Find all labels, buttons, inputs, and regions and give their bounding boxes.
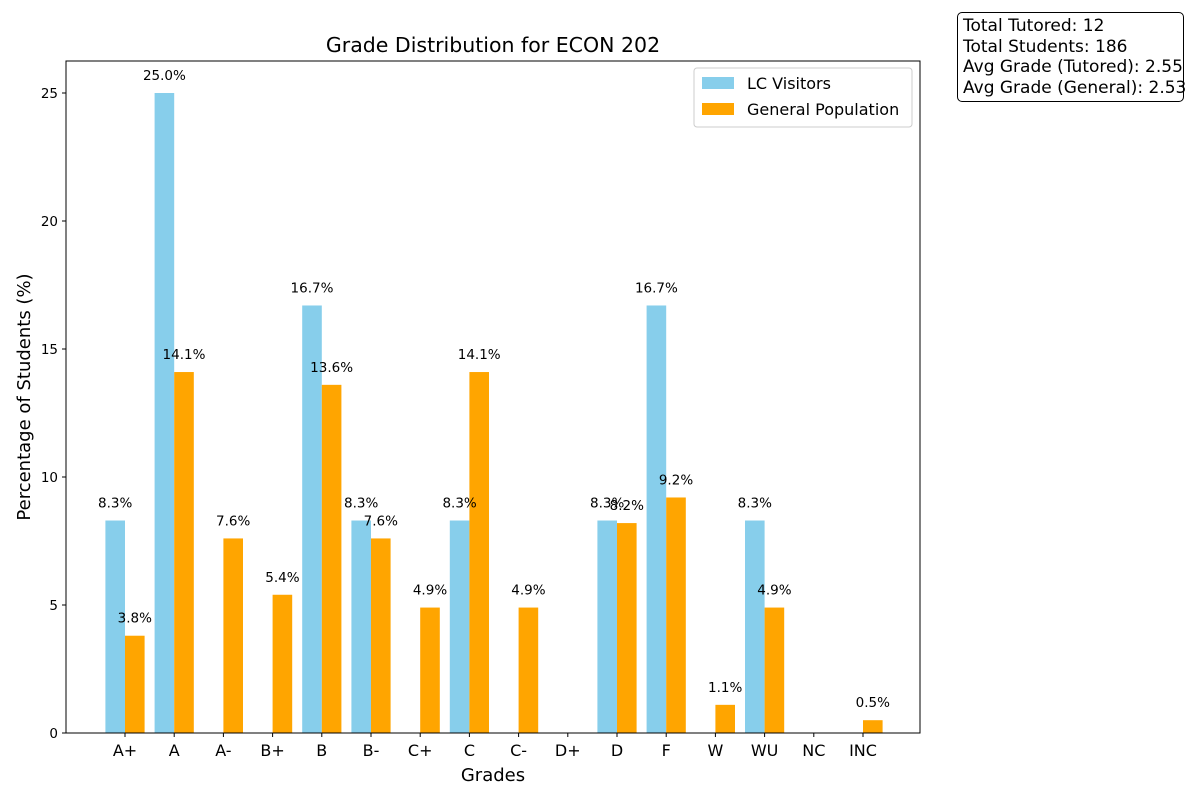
bar-lc-visitors [302,305,322,733]
x-tick-label: A+ [113,741,137,760]
y-tick-label: 0 [49,726,58,742]
bar-value-label: 16.7% [291,280,334,296]
legend-label: General Population [747,100,899,119]
x-tick-label: B+ [260,741,284,760]
x-tick-label: WU [751,741,779,760]
total-tutored-text: Total Tutored: 12 [963,16,1105,36]
legend-swatch-general-population [702,103,734,115]
legend-box [693,67,913,128]
x-tick-label: A [169,741,180,760]
bars-layer [105,93,883,733]
bar-value-label: 8.3% [98,496,132,512]
x-tick-label: C+ [408,741,433,760]
bar-value-label: 8.2% [610,498,644,514]
legend: LC Visitors General Population [693,67,913,128]
bar-general-population [321,384,342,733]
bar-value-label: 25.0% [143,68,186,84]
bar-general-population [272,594,293,733]
y-tick-label: 10 [41,470,58,486]
x-tick-label: B [316,741,327,760]
x-tick-label: A- [215,741,231,760]
bar-value-label: 3.8% [118,611,152,627]
bar-general-population [764,607,785,733]
bar-value-label: 8.3% [344,496,378,512]
bar-value-label: 9.2% [659,472,693,488]
axes-layer: 0 5 10 15 20 25 A+ A A- B+ B B- C+ C C- D+ D F W WU NC INC [41,60,921,760]
bar-lc-visitors [154,93,175,733]
bar-value-label: 13.6% [310,360,353,376]
bar-lc-visitors [646,305,667,733]
total-students-text: Total Students: 186 [963,36,1128,57]
bar-value-label: 16.7% [635,280,678,296]
bar-lc-visitors [745,520,765,733]
bar-general-population [371,538,391,733]
bar-value-label: 8.3% [590,496,624,512]
bar-value-label: 0.5% [856,695,890,711]
x-tick-label: NC [802,741,825,760]
bar-value-label: 5.4% [265,570,299,586]
x-axis-label: Grades [461,765,525,786]
bar-value-label: 4.9% [413,583,447,599]
bar-value-label: 8.3% [738,496,772,512]
x-tick-label: INC [849,741,877,760]
bar-lc-visitors [351,520,371,733]
x-tick-label: F [662,741,671,760]
bar-value-label: 7.6% [216,513,250,529]
y-tick-label: 20 [41,214,58,230]
y-axis-label: Percentage of Students (%) [14,273,35,520]
legend-label: LC Visitors [747,74,831,93]
bar-value-label: 1.1% [708,680,742,696]
x-tick-label: W [707,741,723,760]
x-tick-label: C [464,741,475,760]
legend-swatch-lc-visitors [702,77,734,89]
y-tick-label: 5 [49,598,58,614]
bar-lc-visitors [449,520,470,733]
bar-value-label: 14.1% [458,347,501,363]
bar-value-label: 4.9% [511,583,545,599]
y-tick-label: 25 [41,86,58,102]
value-labels-layer: 8.3% 25.0% 16.7% 8.3% 8.3% 8.3% 16.7% 8.3% 3.8% 1… [98,68,890,711]
x-tick-label: C- [510,741,527,760]
bar-general-population [617,523,637,733]
summary-stats-box: Total Tutored: 12 Total Students: 186 Av… [957,12,1187,102]
x-tick-label: B- [363,741,380,760]
x-tick-label: D [611,741,623,760]
bar-general-population [223,538,243,733]
avg-grade-tutored-text: Avg Grade (Tutored): 2.55 [963,57,1183,77]
bar-general-population [666,497,686,733]
bar-general-population [174,372,194,733]
bar-general-population [125,635,145,733]
bar-general-population [518,607,539,733]
bar-value-label: 8.3% [442,496,476,512]
bar-value-label: 7.6% [364,513,398,529]
y-tick-label: 15 [41,342,58,358]
bar-general-population [715,704,735,733]
plot-frame [65,60,921,734]
bar-lc-visitors [597,520,617,733]
bar-general-population [469,372,489,733]
avg-grade-general-text: Avg Grade (General): 2.53 [963,77,1187,98]
chart-title: Grade Distribution for ECON 202 [326,33,660,57]
bar-value-label: 14.1% [163,347,206,363]
bar-general-population [420,607,440,733]
bar-lc-visitors [105,520,125,733]
bar-general-population [863,720,883,733]
bar-value-label: 4.9% [757,583,791,599]
x-tick-label: D+ [555,741,581,760]
